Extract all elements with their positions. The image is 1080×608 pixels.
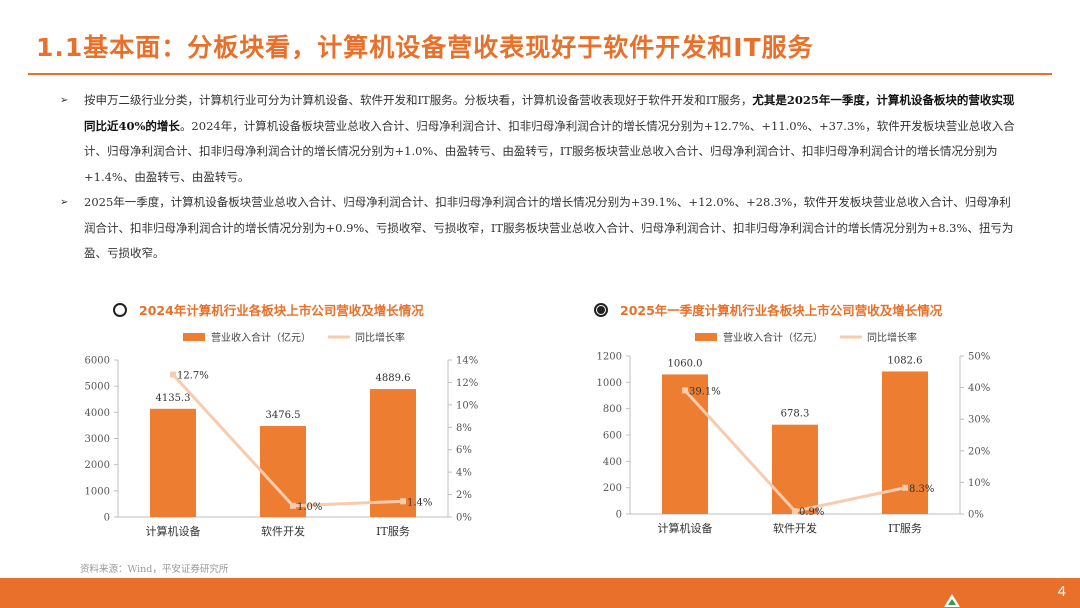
- paragraph-1-text: 按申万二级行业分类，计算机行业可分为计算机设备、软件开发和IT服务。分板块看，计…: [84, 88, 1020, 190]
- growth-point: [170, 371, 176, 378]
- y-tick-label-right: 50%: [968, 352, 990, 363]
- radio-unchecked-icon[interactable]: [113, 302, 127, 317]
- y-tick-label-left: 1000: [597, 378, 622, 389]
- bar-value-label: 678.3: [781, 409, 810, 420]
- y-tick-label-right: 10%: [456, 400, 478, 411]
- y-tick-label-right: 14%: [456, 356, 478, 367]
- chart-1-header: 2024年计算机行业各板块上市公司营收及增长情况: [113, 300, 424, 319]
- y-tick-label-left: 400: [603, 457, 622, 468]
- bar: [260, 426, 306, 517]
- chart-2-title: 2025年一季度计算机行业各板块上市公司营收及增长情况: [620, 303, 943, 318]
- bar-value-label: 3476.5: [266, 410, 301, 421]
- y-tick-label-left: 5000: [85, 382, 110, 393]
- y-tick-label-right: 0%: [968, 510, 984, 521]
- legend-swatch-bar: [695, 333, 717, 341]
- growth-point: [792, 508, 798, 515]
- y-tick-label-right: 20%: [968, 446, 990, 457]
- legend-label-line: 同比增长率: [355, 331, 405, 344]
- x-category-label: 计算机设备: [146, 524, 201, 538]
- bar-value-label: 1060.0: [668, 358, 703, 369]
- bar-value-label: 4889.6: [376, 373, 411, 384]
- bar-value-label: 1082.6: [888, 355, 923, 366]
- y-tick-label-right: 12%: [456, 378, 478, 389]
- y-tick-label-right: 30%: [968, 415, 990, 426]
- bar: [150, 408, 196, 517]
- y-tick-label-left: 200: [603, 483, 622, 494]
- y-tick-label-left: 2000: [85, 460, 110, 471]
- y-tick-label-left: 4000: [85, 408, 110, 419]
- bullet-arrow-icon: ➢: [60, 95, 69, 106]
- y-tick-label-right: 6%: [456, 445, 472, 456]
- bar: [662, 374, 708, 514]
- chart-2: 营业收入合计（亿元） 同比增长率 0 200 400 600 800 1000 1200 0% 10…: [597, 331, 991, 535]
- legend-swatch-bar: [183, 333, 205, 341]
- growth-point: [682, 387, 688, 394]
- footer-bar: [0, 578, 1080, 608]
- chart-2-header: 2025年一季度计算机行业各板块上市公司营收及增长情况: [594, 300, 942, 319]
- y-tick-label-left: 800: [603, 404, 622, 415]
- growth-point: [902, 484, 908, 491]
- bullet-arrow-icon: ➢: [60, 197, 69, 208]
- legend-label-bar: 营业收入合计（亿元）: [211, 331, 311, 344]
- y-tick-label-left: 600: [603, 431, 622, 442]
- x-category-label: IT服务: [888, 522, 922, 535]
- chart-1-title: 2024年计算机行业各板块上市公司营收及增长情况: [139, 303, 424, 318]
- bar: [772, 424, 818, 514]
- radio-checked-icon[interactable]: [594, 302, 608, 317]
- growth-value-label: 0.9%: [799, 507, 824, 518]
- paragraph-2-text: 2025年一季度，计算机设备板块营业总收入合计、归母净利润合计、扣非归母净利润合…: [84, 195, 1014, 260]
- growth-point: [290, 502, 296, 509]
- x-category-label: 软件开发: [261, 524, 305, 538]
- y-tick-label-right: 4%: [456, 468, 472, 479]
- company-logo-icon: [944, 594, 960, 607]
- title-divider: [28, 73, 1052, 75]
- paragraph-1-text-bold: 尤其是2025年一季度，计算机设备板块的营收实现同比近40%的增长: [84, 93, 1015, 133]
- growth-point: [400, 498, 406, 505]
- paragraph-2: ➢ 2025年一季度，计算机设备板块营业总收入合计、归母净利润合计、扣非归母净利…: [60, 190, 1020, 267]
- y-tick-label-left: 6000: [85, 356, 110, 367]
- paragraph-1-text-before: 按申万二级行业分类，计算机行业可分为计算机设备、软件开发和IT服务。分板块看，计…: [84, 93, 753, 107]
- page-title: 1.1基本面：分板块看，计算机设备营收表现好于软件开发和IT服务: [36, 33, 814, 62]
- paragraph-1: ➢ 按申万二级行业分类，计算机行业可分为计算机设备、软件开发和IT服务。分板块看…: [60, 88, 1020, 190]
- growth-value-label: 12.7%: [177, 371, 209, 382]
- y-tick-label-left: 0: [104, 513, 110, 524]
- y-tick-label-right: 2%: [456, 490, 472, 501]
- y-tick-label-left: 0: [616, 510, 622, 521]
- source-note: 资料来源：Wind，平安证券研究所: [80, 564, 229, 575]
- y-tick-label-right: 8%: [456, 423, 472, 434]
- y-tick-label-right: 0%: [456, 513, 472, 524]
- y-tick-label-right: 10%: [968, 478, 990, 489]
- growth-value-label: 1.0%: [297, 502, 322, 513]
- legend-label-bar: 营业收入合计（亿元）: [723, 331, 823, 344]
- chart-1: 营业收入合计（亿元） 同比增长率 0 1000 2000 3000 4000 5000 6000…: [85, 331, 479, 538]
- growth-value-label: 1.4%: [407, 497, 432, 508]
- page-number: 4: [1057, 583, 1066, 600]
- y-tick-label-left: 1000: [85, 486, 110, 497]
- paragraph-1-text-after: 。2024年，计算机设备板块营业总收入合计、归母净利润合计、扣非归母净利润合计的…: [84, 118, 1015, 184]
- x-category-label: 计算机设备: [658, 521, 713, 535]
- y-tick-label-right: 40%: [968, 383, 990, 394]
- y-tick-label-left: 1200: [597, 352, 622, 363]
- y-tick-label-left: 3000: [85, 434, 110, 445]
- bar: [370, 389, 416, 517]
- growth-value-label: 39.1%: [689, 386, 721, 397]
- x-category-label: IT服务: [376, 525, 410, 538]
- legend-label-line: 同比增长率: [867, 331, 917, 344]
- x-category-label: 软件开发: [773, 521, 817, 535]
- growth-value-label: 8.3%: [909, 484, 934, 495]
- bar-value-label: 4135.3: [156, 393, 191, 404]
